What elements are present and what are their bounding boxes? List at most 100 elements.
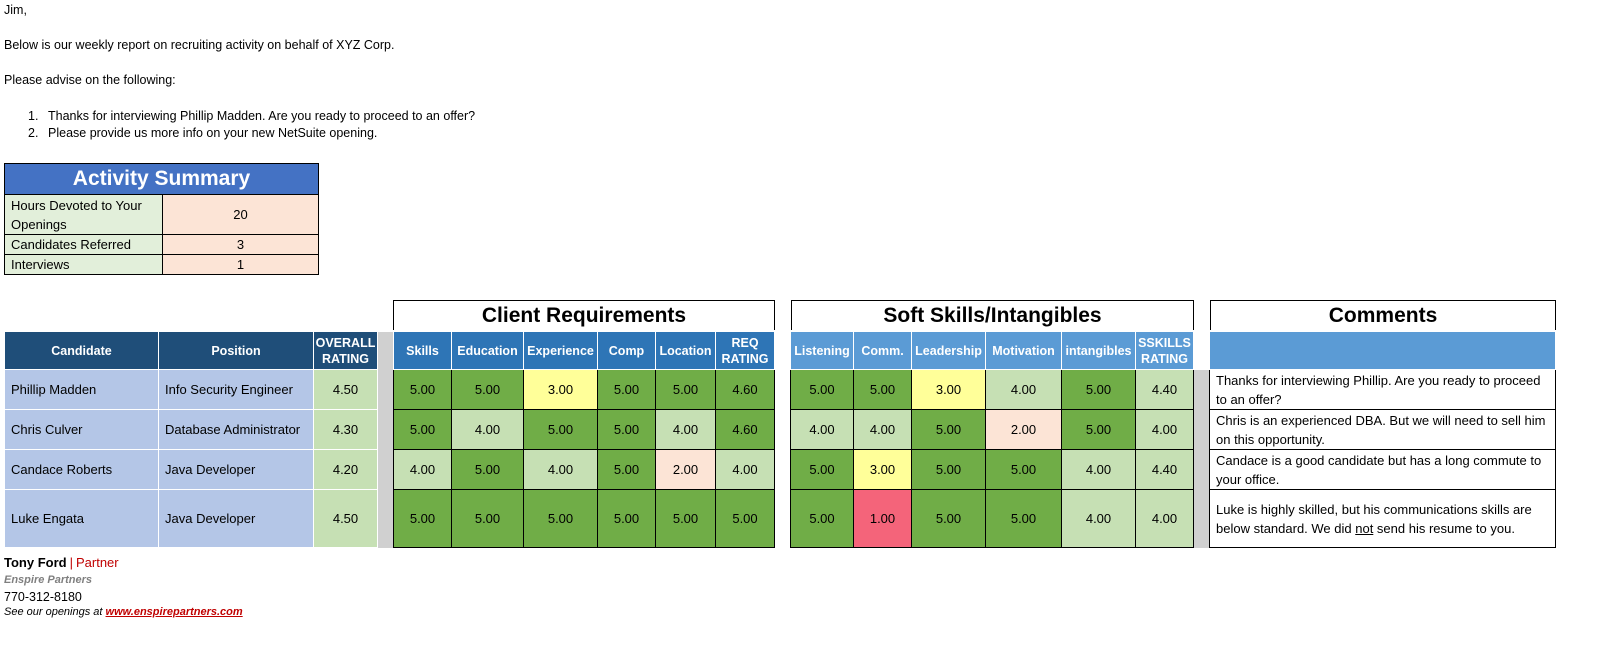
location-score: 2.00 bbox=[655, 449, 716, 490]
candidate-name: Luke Engata bbox=[4, 489, 159, 548]
listening-score: 5.00 bbox=[790, 489, 854, 548]
sskills-rating-score: 4.00 bbox=[1135, 409, 1194, 450]
req-rating-score: 4.60 bbox=[715, 409, 775, 450]
soft-skills-header: Soft Skills/Intangibles bbox=[791, 300, 1194, 330]
table-row: Candace Roberts Java Developer 4.20 4.00 5.0… bbox=[4, 449, 1556, 490]
comp-score: 5.00 bbox=[597, 449, 656, 490]
skills-score: 4.00 bbox=[393, 449, 452, 490]
col-motivation: Motivation bbox=[985, 331, 1062, 370]
summary-value-hours: 20 bbox=[162, 194, 319, 235]
comment-text: Luke is highly skilled, but his communic… bbox=[1216, 501, 1532, 536]
sskills-rating-score: 4.40 bbox=[1135, 369, 1194, 410]
leadership-score: 5.00 bbox=[911, 409, 986, 450]
listening-score: 5.00 bbox=[790, 369, 854, 410]
experience-score: 5.00 bbox=[523, 409, 598, 450]
overall-rating: 4.50 bbox=[313, 369, 378, 410]
summary-label-candidates: Candidates Referred bbox=[4, 234, 163, 255]
education-score: 5.00 bbox=[451, 449, 524, 490]
overall-rating: 4.20 bbox=[313, 449, 378, 490]
signature-company: Enspire Partners bbox=[4, 574, 93, 586]
comm-score: 5.00 bbox=[853, 369, 912, 410]
location-score: 5.00 bbox=[655, 489, 716, 548]
listening-score: 5.00 bbox=[790, 449, 854, 490]
client-requirements-header: Client Requirements bbox=[393, 300, 775, 330]
leadership-score: 5.00 bbox=[911, 489, 986, 548]
gap bbox=[377, 331, 394, 370]
motivation-score: 5.00 bbox=[985, 449, 1062, 490]
gap bbox=[1193, 409, 1210, 450]
skills-score: 5.00 bbox=[393, 489, 452, 548]
intangibles-score: 4.00 bbox=[1061, 489, 1136, 548]
gap bbox=[1193, 449, 1210, 490]
skills-score: 5.00 bbox=[393, 409, 452, 450]
activity-summary-title: Activity Summary bbox=[4, 163, 319, 195]
gap bbox=[377, 489, 394, 548]
experience-score: 4.00 bbox=[523, 449, 598, 490]
col-leadership: Leadership bbox=[911, 331, 986, 370]
candidate-comment: Chris is an experienced DBA. But we will… bbox=[1209, 409, 1556, 450]
education-score: 5.00 bbox=[451, 489, 524, 548]
candidate-comment: Thanks for interviewing Phillip. Are you… bbox=[1209, 369, 1556, 410]
candidate-comment: Candace is a good candidate but has a lo… bbox=[1209, 449, 1556, 490]
comments-header: Comments bbox=[1210, 300, 1556, 330]
candidate-position: Java Developer bbox=[158, 449, 314, 490]
signature-name: Tony Ford bbox=[4, 555, 67, 570]
motivation-score: 5.00 bbox=[985, 489, 1062, 548]
col-comments bbox=[1209, 331, 1556, 370]
leadership-score: 5.00 bbox=[911, 449, 986, 490]
skills-score: 5.00 bbox=[393, 369, 452, 410]
activity-summary-table: Activity Summary Hours Devoted to Your O… bbox=[4, 163, 319, 275]
col-experience: Experience bbox=[523, 331, 598, 370]
col-location: Location bbox=[655, 331, 716, 370]
overall-rating: 4.30 bbox=[313, 409, 378, 450]
gap bbox=[377, 409, 394, 450]
candidate-name: Chris Culver bbox=[4, 409, 159, 450]
req-rating-score: 4.60 bbox=[715, 369, 775, 410]
summary-label-hours: Hours Devoted to Your Openings bbox=[4, 194, 163, 235]
col-req-rating: REQ RATING bbox=[715, 331, 775, 370]
col-education: Education bbox=[451, 331, 524, 370]
leadership-score: 3.00 bbox=[911, 369, 986, 410]
signature-role: Partner bbox=[75, 555, 119, 570]
comm-score: 3.00 bbox=[853, 449, 912, 490]
col-listening: Listening bbox=[790, 331, 854, 370]
summary-value-candidates: 3 bbox=[162, 234, 319, 255]
col-overall-rating: OVERALL RATING bbox=[313, 331, 378, 370]
openings-text: See our openings at bbox=[4, 606, 106, 618]
req-rating-score: 5.00 bbox=[715, 489, 775, 548]
col-position: Position bbox=[158, 331, 314, 370]
candidate-name: Phillip Madden bbox=[4, 369, 159, 410]
sskills-rating-score: 4.00 bbox=[1135, 489, 1194, 548]
candidate-ratings-table: Candidate Position OVERALL RATING Skills… bbox=[4, 331, 1556, 548]
intangibles-score: 5.00 bbox=[1061, 409, 1136, 450]
intangibles-score: 4.00 bbox=[1061, 449, 1136, 490]
gap bbox=[774, 369, 791, 410]
gap bbox=[774, 331, 791, 370]
advise-text: Please advise on the following: bbox=[4, 73, 176, 87]
gap bbox=[774, 409, 791, 450]
gap bbox=[1193, 489, 1210, 548]
motivation-score: 2.00 bbox=[985, 409, 1062, 450]
col-sskills-rating: SSKILLS RATING bbox=[1135, 331, 1194, 370]
website-link[interactable]: www.enspirepartners.com bbox=[105, 606, 243, 618]
signature-name-line: Tony Ford | Partner bbox=[4, 555, 119, 570]
candidate-position: Info Security Engineer bbox=[158, 369, 314, 410]
candidate-name: Candace Roberts bbox=[4, 449, 159, 490]
experience-score: 3.00 bbox=[523, 369, 598, 410]
gap bbox=[1193, 369, 1210, 410]
intangibles-score: 5.00 bbox=[1061, 369, 1136, 410]
col-intangibles: intangibles bbox=[1061, 331, 1136, 370]
intro-text: Below is our weekly report on recruiting… bbox=[4, 38, 395, 52]
col-comm: Comm. bbox=[853, 331, 912, 370]
signature-phone: 770-312-8180 bbox=[4, 590, 82, 604]
education-score: 5.00 bbox=[451, 369, 524, 410]
listening-score: 4.00 bbox=[790, 409, 854, 450]
summary-value-interviews: 1 bbox=[162, 254, 319, 275]
table-header-row: Candidate Position OVERALL RATING Skills… bbox=[4, 331, 1556, 370]
table-row: Phillip Madden Info Security Engineer 4.50… bbox=[4, 369, 1556, 410]
candidate-position: Database Administrator bbox=[158, 409, 314, 450]
candidate-comment: Luke is highly skilled, but his communic… bbox=[1209, 489, 1556, 548]
experience-score: 5.00 bbox=[523, 489, 598, 548]
comment-emphasis: not bbox=[1355, 520, 1374, 536]
gap bbox=[1193, 331, 1210, 370]
